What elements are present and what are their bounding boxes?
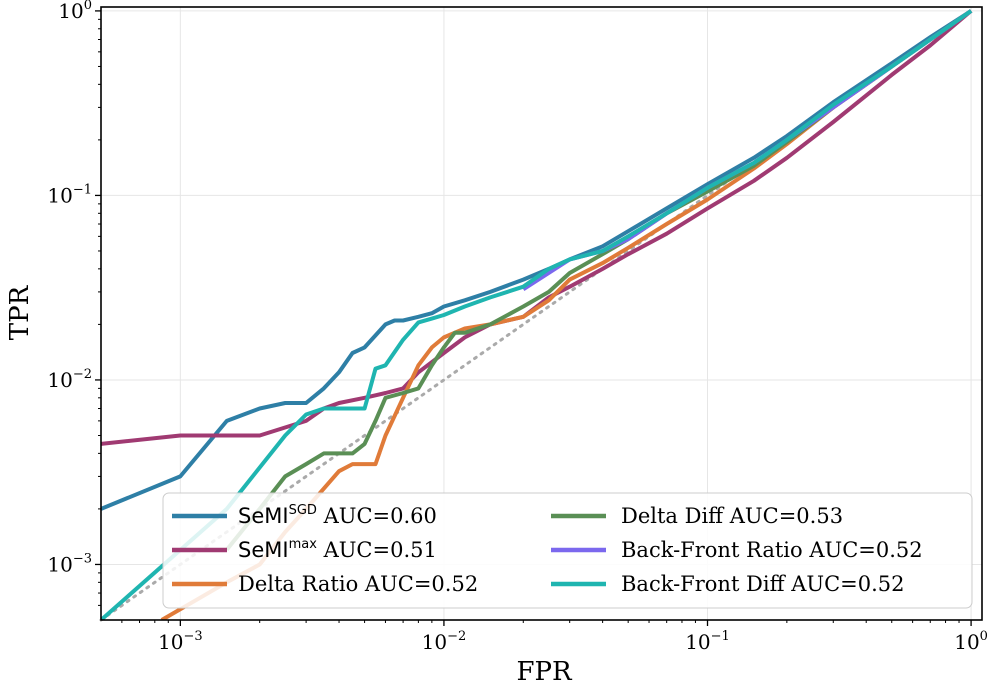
legend-label-semi-max: SeMImax AUC=0.51 xyxy=(238,537,437,562)
y-tick-label: 10−2 xyxy=(47,367,92,392)
series-line-back-front-diff xyxy=(101,9,973,620)
legend-label-delta-ratio: Delta Ratio AUC=0.52 xyxy=(238,572,478,596)
x-tick-label: 10−2 xyxy=(422,629,467,654)
series-line-delta-ratio xyxy=(160,9,973,620)
y-axis-label: TPR xyxy=(5,284,35,340)
legend-label-semi-sgd: SeMISGD AUC=0.60 xyxy=(238,503,437,528)
series-line-semi-max xyxy=(101,9,973,446)
legend-label-delta-diff: Delta Diff AUC=0.53 xyxy=(621,504,843,528)
x-axis-label: FPR xyxy=(516,657,573,687)
legend-label-back-front-ratio: Back-Front Ratio AUC=0.52 xyxy=(621,538,923,562)
plot-frame xyxy=(100,6,983,621)
legend-label-back-front-diff: Back-Front Diff AUC=0.52 xyxy=(621,572,905,596)
legend: SeMISGD AUC=0.60 SeMImax AUC=0.51 Delta Ra… xyxy=(162,492,973,609)
y-tick-label: 10−1 xyxy=(47,182,92,207)
x-tick-label: 100 xyxy=(954,629,988,654)
y-tick-label: 10−3 xyxy=(47,551,92,576)
x-tick-label: 10−1 xyxy=(685,629,730,654)
ticks: 10−3 10−2 10−1 100 10−3 10−2 10−1 100 xyxy=(47,0,988,654)
y-tick-label: 100 xyxy=(58,0,92,23)
series-layer xyxy=(101,9,973,620)
x-tick-label: 10−3 xyxy=(158,629,203,654)
series-line-delta-diff xyxy=(225,9,973,552)
series-line-semi-sgd xyxy=(101,9,973,511)
